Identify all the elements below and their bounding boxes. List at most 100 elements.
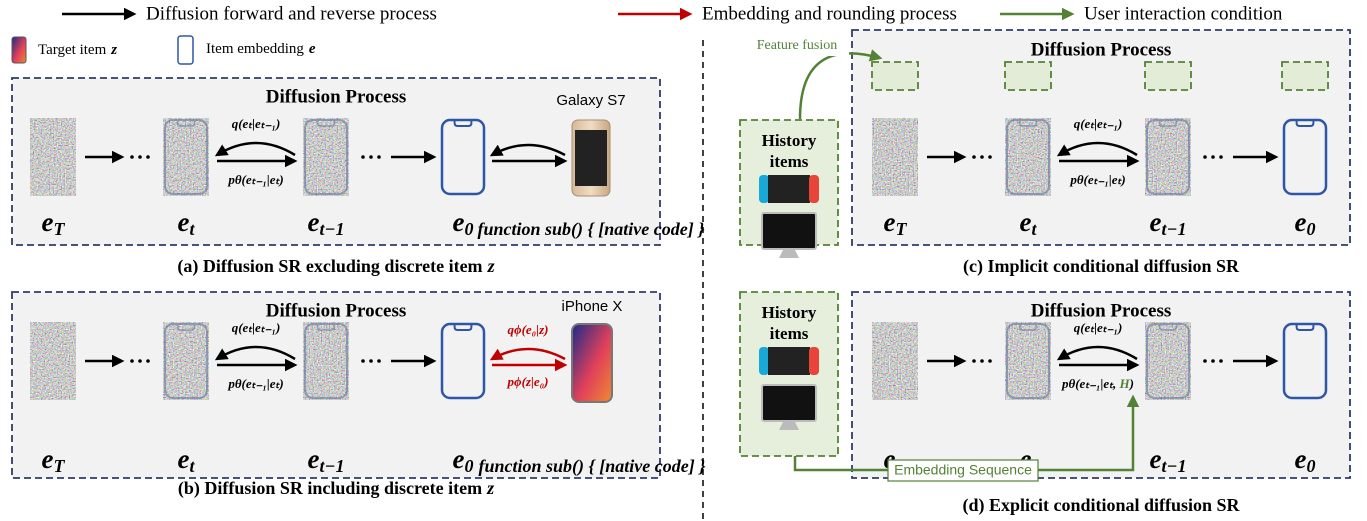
caption: (a) Diffusion SR excluding discrete item… <box>177 256 494 277</box>
sequence-label: Embedding Sequence <box>894 462 1032 478</box>
label-base: e <box>1295 444 1307 474</box>
formula-part: pθ(eₜ₋₁|eₜ) <box>227 172 283 187</box>
label-sub: T <box>53 219 65 239</box>
ellipsis-dot <box>988 155 992 159</box>
history-label: History <box>762 303 817 322</box>
label-base: e <box>453 207 465 237</box>
noise-image <box>1145 118 1191 196</box>
noise-image <box>872 118 918 196</box>
switch-right <box>809 347 819 375</box>
node-label: e0 <box>453 444 474 476</box>
node-label: eT <box>42 207 66 239</box>
ellipsis-dot <box>1219 155 1223 159</box>
monitor <box>761 212 817 250</box>
phone-frame <box>1006 323 1050 399</box>
key-var: e <box>309 41 316 57</box>
ellipsis-dot <box>1211 359 1215 363</box>
history-label: items <box>770 152 809 171</box>
label-sub: 0 <box>464 456 473 476</box>
embed-arrow <box>489 347 566 361</box>
diffusion-box <box>851 291 1351 479</box>
phone-notch <box>1158 120 1178 127</box>
panel-title: Diffusion Process <box>266 86 407 107</box>
reverse-formula: pθ(eₜ₋₁|eₜ) <box>1069 172 1125 187</box>
phone-outline <box>1282 322 1328 400</box>
noise-image <box>163 118 209 196</box>
phone-outline <box>1146 119 1190 195</box>
reverse-formula: pθ(eₜ₋₁|eₜ, H) <box>1061 376 1134 391</box>
ellipsis-dot <box>1203 359 1207 363</box>
caption-text: (a) Diffusion SR excluding discrete item <box>177 256 482 277</box>
reverse-arrow <box>214 141 296 157</box>
ellipsis-dot <box>130 155 134 159</box>
ellipsis-dot <box>1211 155 1215 159</box>
caption: (b) Diffusion SR including discrete item… <box>178 478 494 499</box>
legend-label: User interaction condition <box>1084 3 1283 24</box>
label-base: e <box>1295 207 1307 237</box>
phone-frame <box>164 119 208 195</box>
node-label: et−1 <box>308 207 345 239</box>
label-base: e <box>42 444 54 474</box>
phone-notch <box>176 324 196 331</box>
galaxy-screen <box>575 130 607 186</box>
panel-title: Diffusion Process <box>1031 300 1172 321</box>
link-arrow <box>489 143 566 157</box>
switch-body <box>768 347 810 375</box>
label-base: e <box>453 444 465 474</box>
node-label: et <box>1020 207 1038 239</box>
embedding-icon-body <box>177 35 194 65</box>
ellipsis-dot <box>369 359 373 363</box>
node-label: eT <box>42 444 66 476</box>
node-label: et−1 <box>308 444 345 476</box>
label-sub: T <box>895 219 907 239</box>
phone-frame <box>1282 322 1328 400</box>
node-label: function sub() { [native code] } <box>478 456 706 477</box>
noise-image <box>1005 118 1051 196</box>
node-label: e0 <box>1295 207 1316 239</box>
node-label: et <box>178 444 196 476</box>
reverse-arrow <box>214 345 296 361</box>
reverse-formula: pθ(eₜ₋₁|eₜ) <box>227 376 283 391</box>
caption-text: (d) Explicit conditional diffusion SR <box>962 495 1240 516</box>
ellipsis-dot <box>972 359 976 363</box>
noise-image <box>30 118 76 196</box>
node-label: e0 <box>1295 444 1316 476</box>
label-base: e <box>42 207 54 237</box>
label-sub: T <box>53 456 65 476</box>
label-base: e <box>308 444 320 474</box>
forward-formula: q(eₜ|eₜ₋₁) <box>232 320 281 335</box>
switch-right <box>809 175 819 203</box>
caption-text: (b) Diffusion SR including discrete item <box>178 478 482 499</box>
ellipsis-dot <box>1203 155 1207 159</box>
phone-frame <box>164 323 208 399</box>
noise-image <box>30 322 76 400</box>
noise-image <box>1005 322 1051 400</box>
ellipsis-dot <box>361 155 365 159</box>
ellipsis-dot <box>130 359 134 363</box>
key-target: Target item z <box>38 42 117 58</box>
formula-part: ) <box>1129 376 1134 391</box>
phone-outline <box>1146 323 1190 399</box>
key-text: Target item <box>38 42 107 58</box>
phone-frame <box>1146 119 1190 195</box>
caption-text: (c) Implicit conditional diffusion SR <box>963 256 1240 277</box>
round-formula: pϕ(z|e₀) <box>507 374 549 389</box>
forward-formula: q(eₜ|eₜ₋₁) <box>232 116 281 131</box>
phone-outline <box>440 118 486 196</box>
ellipsis-dot <box>377 155 381 159</box>
noise-image <box>872 322 918 400</box>
history-label: History <box>762 131 817 150</box>
key-embedding: Item embedding e <box>206 41 316 57</box>
node-label: et−1 <box>1150 444 1187 476</box>
label-base: e <box>1020 207 1032 237</box>
phone-frame <box>1006 119 1050 195</box>
ellipsis-dot <box>138 155 142 159</box>
caption: (d) Explicit conditional diffusion SR <box>962 495 1240 516</box>
fusion-feature <box>1004 61 1052 91</box>
sequence-label-box <box>887 459 1039 482</box>
label-sub: t−1 <box>1162 219 1187 239</box>
noise-image <box>303 322 349 400</box>
ellipsis-dot <box>377 359 381 363</box>
history-label: items <box>770 324 809 343</box>
item-name: iPhone X <box>562 298 623 315</box>
